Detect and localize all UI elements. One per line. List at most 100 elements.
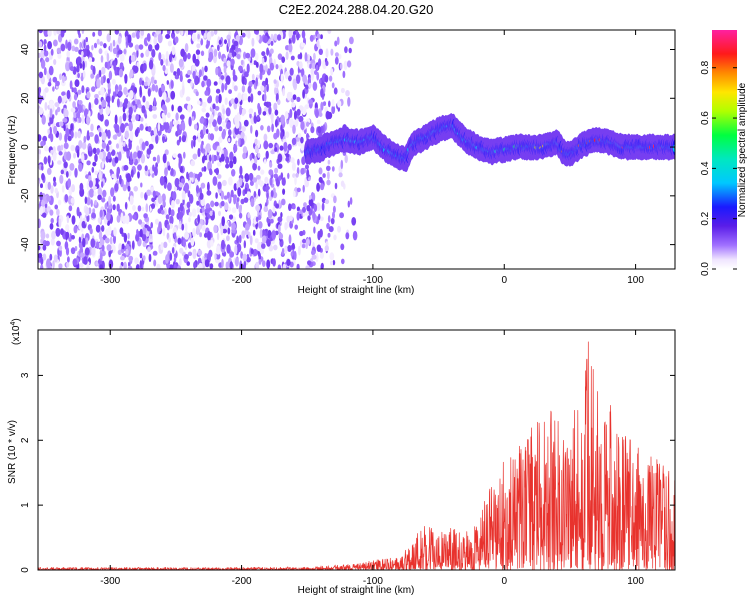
noise-cell [221,239,225,250]
noise-cell [168,237,172,243]
noise-cell [53,125,58,135]
noise-cell [234,257,239,267]
noise-cell [297,158,300,166]
noise-cell [43,30,48,36]
noise-cell [284,111,289,120]
noise-cell [57,199,62,206]
noise-cell [162,198,166,208]
noise-cell [223,148,228,158]
noise-cell [320,183,325,191]
noise-cell [169,223,173,229]
noise-cell [288,75,292,82]
noise-cell [125,35,128,42]
noise-cell [215,192,218,199]
noise-cell [271,230,277,240]
noise-cell [151,135,156,143]
noise-cell [345,232,350,240]
noise-cell [236,197,240,202]
noise-cell [274,109,279,116]
noise-cell [276,128,280,138]
noise-cell [271,123,274,133]
noise-cell [128,42,134,48]
noise-cell [111,173,117,179]
noise-cell [273,79,277,84]
noise-cell [255,129,259,138]
noise-cell [328,75,333,82]
noise-cell [86,133,90,141]
noise-cell [348,47,352,54]
noise-cell [112,39,116,47]
noise-cell [272,258,276,267]
noise-cell [309,63,312,69]
noise-cell [104,237,110,244]
noise-cell [320,125,324,134]
noise-cell [177,105,183,113]
noise-cell [242,152,247,160]
y-tick-label: 40 [20,44,31,56]
noise-cell [298,245,301,256]
noise-cell [119,227,124,235]
noise-cell [259,180,264,188]
noise-cell [201,80,205,88]
noise-cell [160,242,164,251]
noise-cell [206,239,212,249]
noise-cell [172,226,178,235]
noise-cell [52,86,55,92]
noise-cell [56,47,62,54]
noise-cell [290,251,293,257]
noise-cell [258,258,262,265]
noise-cell [201,66,204,77]
noise-cell [244,71,249,78]
noise-cell [69,80,73,90]
noise-cell [197,132,201,138]
noise-cell [226,60,231,67]
noise-cell [197,214,201,224]
noise-cell [340,180,345,187]
noise-cell [188,232,192,241]
noise-cell [318,176,323,183]
noise-cell [289,67,294,76]
noise-cell [92,31,96,37]
noise-cell [86,196,91,206]
noise-cell [304,52,308,62]
noise-cell [215,88,221,94]
noise-cell [287,245,292,252]
noise-cell [221,258,224,268]
noise-cell [147,126,152,133]
noise-cell [88,180,93,188]
noise-cell [137,171,140,179]
spectrogram-x-label: Height of straight line (km) [298,285,415,296]
noise-cell [77,130,81,139]
colorbar-tick-label: 0.2 [700,211,711,225]
noise-cell [326,179,331,186]
noise-cell [224,97,228,106]
noise-cell [70,197,75,204]
noise-cell [114,134,118,140]
noise-cell [180,30,184,37]
noise-cell [152,114,158,119]
noise-cell [291,34,296,44]
noise-cell [93,191,97,197]
noise-cell [308,198,314,207]
noise-cell [248,172,254,181]
noise-cell [140,30,145,36]
noise-cell [122,112,127,122]
noise-cell [333,87,338,95]
noise-cell [44,240,50,247]
noise-cell [156,263,161,269]
noise-cell [66,50,70,58]
noise-cell [315,109,319,119]
noise-cell [252,162,257,171]
noise-cell [39,205,44,215]
noise-cell [334,52,339,57]
noise-cell [178,223,182,229]
noise-cell [226,121,231,130]
noise-cell [209,210,213,217]
noise-cell [326,222,330,230]
noise-cell [338,172,343,178]
noise-cell [99,113,104,122]
spectrogram-frame [37,29,676,270]
noise-cell [82,105,86,110]
noise-cell [190,237,195,247]
